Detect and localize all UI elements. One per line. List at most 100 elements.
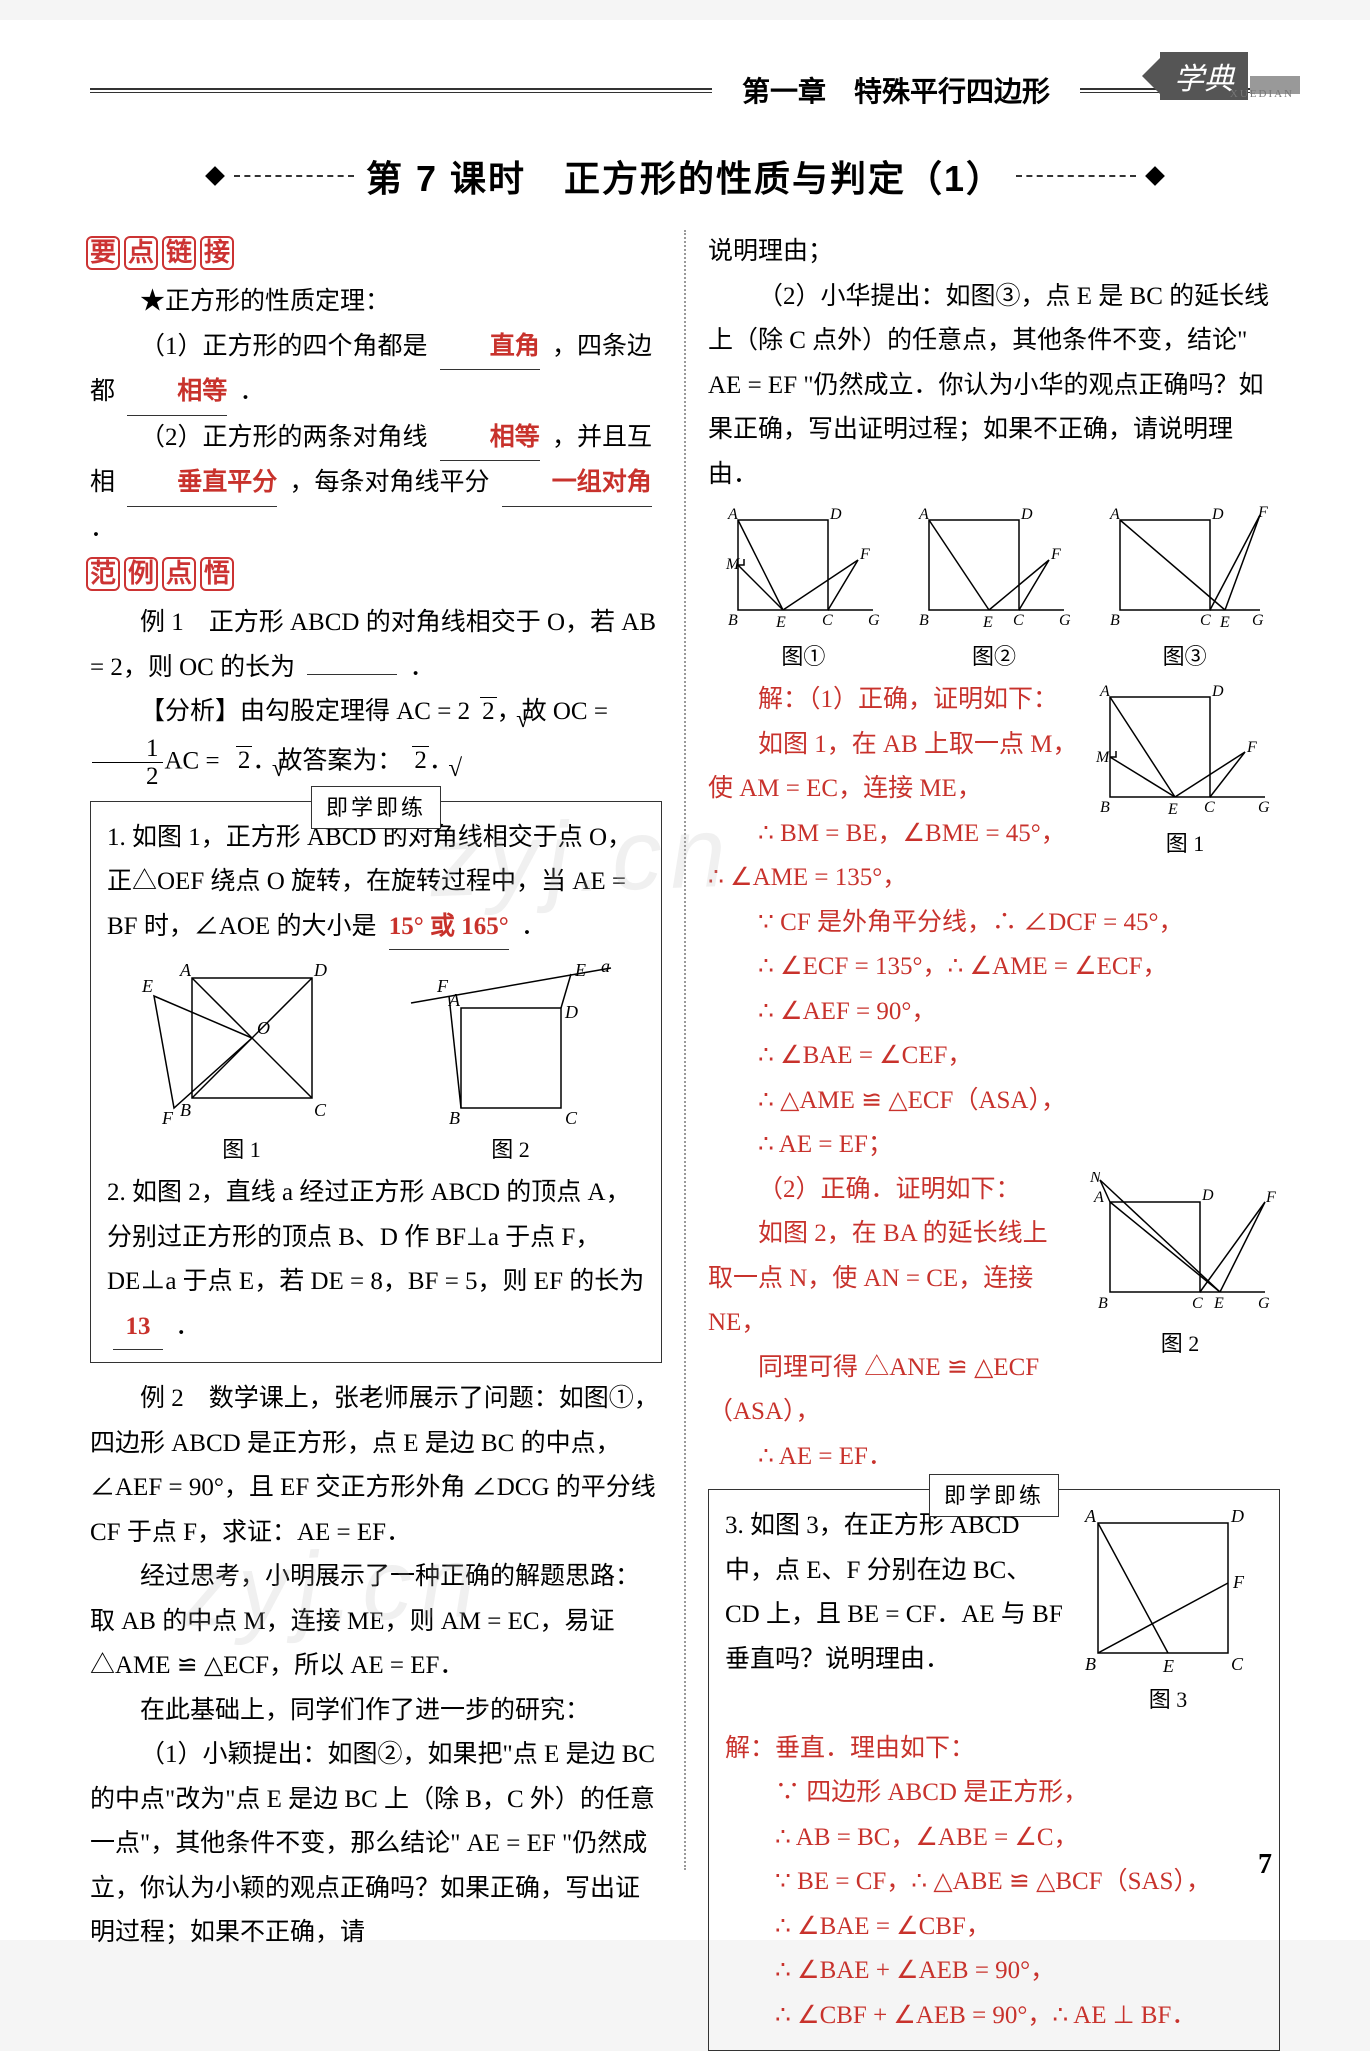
svg-text:F: F [1265, 1189, 1276, 1206]
fig1-svg: AD BC O EF [132, 958, 352, 1128]
svg-text:O: O [257, 1018, 270, 1038]
ea3: AC = [165, 747, 226, 774]
sfig3-cap: 图 3 [1073, 1680, 1263, 1719]
brand-badge: 学典 XUEDIAN [1142, 52, 1300, 100]
svg-text:A: A [1099, 683, 1110, 700]
svg-text:B: B [1098, 1295, 1108, 1312]
svg-text:C: C [1231, 1654, 1244, 1674]
practice-box-2: 即学即练 AD BC EF 图 3 [708, 1489, 1280, 2051]
svg-text:D: D [1201, 1187, 1214, 1204]
cont1: 说明理由； [708, 230, 1280, 275]
sfig2-cap: 图 2 [1080, 1324, 1280, 1363]
theorem-2: （2）正方形的两条对角线 相等 ，并且互相 垂直平分 ，每条对角线平分 一组对角… [90, 416, 662, 552]
t1c: ． [240, 378, 265, 405]
q2: 2. 如图 2，直线 a 经过正方形 ABCD 的顶点 A，分别过正方形的顶点 … [107, 1171, 645, 1350]
theorem-1: （1）正方形的四个角都是 直角 ，四条边都 相等 ． [90, 325, 662, 416]
svg-text:C: C [822, 612, 833, 629]
dash-left [234, 175, 354, 177]
svg-text:E: E [982, 614, 993, 631]
svg-text:F: F [1232, 1572, 1245, 1592]
svg-text:C: C [314, 1100, 327, 1120]
sol-fig-1: AD BC ME FG 图 1 [1090, 682, 1280, 863]
brand-para [1142, 58, 1160, 94]
q3-l4: ∴ ∠BAE = ∠CBF， [725, 1905, 1263, 1950]
den: 2 [92, 763, 163, 791]
num: 1 [92, 735, 163, 764]
svg-text:D: D [1211, 683, 1224, 700]
q3-sol-t: 解：垂直．理由如下： [725, 1727, 1263, 1772]
svg-text:B: B [1110, 612, 1120, 629]
svg-text:C: C [565, 1108, 578, 1128]
fig2-svg: AD BC EF a [401, 958, 621, 1128]
diamond-icon [1145, 166, 1165, 186]
svg-text:E: E [1219, 614, 1230, 631]
q1a: 1. 如图 1，正方形 ABCD 的对角线相交于点 O，正△OEF 绕点 O 旋… [107, 824, 632, 940]
figc3-svg: A D B C E F G [1100, 505, 1270, 635]
page-header: 第一章 特殊平行四边形 学典 XUEDIAN [90, 70, 1280, 110]
fig-c3: A D B C E F G 图③ [1100, 505, 1270, 676]
sol2-l3: ∴ AE = EF． [708, 1435, 1280, 1480]
sol-l6: ∴ ∠BAE = ∠CEF， [708, 1034, 1280, 1079]
sol-l8: ∴ AE = EF； [708, 1123, 1280, 1168]
svg-text:A: A [1109, 506, 1120, 523]
svg-text:A: A [1093, 1189, 1104, 1206]
blank-5: 一组对角 [502, 461, 652, 507]
chapter-title: 第一章 特殊平行四边形 [712, 70, 1080, 110]
practice-box-1: 即学即练 1. 如图 1，正方形 ABCD 的对角线相交于点 O，正△OEF 绕… [90, 801, 662, 1364]
svg-text:N: N [1089, 1172, 1102, 1186]
svg-text:E: E [1167, 801, 1178, 818]
svg-text:C: C [1013, 612, 1024, 629]
svg-text:A: A [179, 960, 192, 980]
ex1b: ． [410, 654, 435, 681]
cont2: （2）小华提出：如图③，点 E 是 BC 的延长线上（除 C 点外）的任意点，其… [708, 275, 1280, 498]
svg-text:C: C [1200, 612, 1211, 629]
svg-text:G: G [868, 612, 880, 629]
solfig2-svg: AD BC NE FG [1080, 1172, 1280, 1322]
blank-oc [307, 674, 397, 675]
svg-text:A: A [918, 506, 929, 523]
svg-text:E: E [775, 614, 786, 631]
figure-row-1: AD BC O EF 图 1 [107, 958, 645, 1169]
dash-right [1016, 175, 1136, 177]
solfig1-svg: AD BC ME FG [1090, 682, 1280, 822]
svg-text:E: E [574, 960, 586, 980]
page: 第一章 特殊平行四边形 学典 XUEDIAN 第 7 课时 正方形的性质与判定（… [0, 20, 1370, 1940]
svg-text:G: G [1252, 612, 1264, 629]
svg-text:G: G [1059, 612, 1071, 629]
blank-1: 直角 [440, 325, 540, 371]
frac-half: 12 [92, 735, 163, 791]
q3-fig: AD BC EF 图 3 [1073, 1508, 1263, 1719]
svg-text:B: B [728, 612, 738, 629]
sfig1-cap: 图 1 [1090, 824, 1280, 863]
svg-text:A: A [448, 990, 461, 1010]
fig2-cap: 图 2 [401, 1130, 621, 1169]
q3-l5: ∴ ∠BAE + ∠AEB = 90°， [725, 1949, 1263, 1994]
svg-text:F: F [859, 546, 870, 563]
sol-l4: ∴ ∠ECF = 135°，∴ ∠AME = ∠ECF， [708, 945, 1280, 990]
diamond-icon [205, 166, 225, 186]
svg-text:B: B [449, 1108, 460, 1128]
svg-text:M: M [725, 556, 741, 573]
svg-text:B: B [919, 612, 929, 629]
theorem-star: ★正方形的性质定理： [90, 280, 662, 325]
blank-2: 相等 [127, 370, 227, 416]
section-fanli: 范例点悟 [86, 557, 238, 591]
sqrt2-1: 2 [480, 697, 497, 725]
fig-c1: A D B C M E F G 图① [718, 505, 888, 676]
q1-ans: 15° 或 165° [389, 905, 509, 951]
left-column: 要点链接 ★正方形的性质定理： （1）正方形的四个角都是 直角 ，四条边都 相等… [90, 230, 684, 1870]
svg-text:A: A [727, 506, 738, 523]
figc3-cap: 图③ [1100, 637, 1270, 676]
q3fig-svg: AD BC EF [1073, 1508, 1263, 1678]
svg-text:D: D [829, 506, 842, 523]
lesson-title: 第 7 课时 正方形的性质与判定（1） [366, 150, 1004, 202]
section-yaodian: 要点链接 [86, 236, 238, 270]
svg-text:B: B [180, 1100, 191, 1120]
rule-left [90, 88, 712, 93]
svg-text:F: F [161, 1108, 174, 1128]
t2d: ． [90, 515, 115, 542]
figc1-cap: 图① [718, 637, 888, 676]
svg-text:F: F [1257, 505, 1268, 521]
svg-text:D: D [1211, 506, 1224, 523]
svg-text:A: A [1084, 1508, 1097, 1526]
